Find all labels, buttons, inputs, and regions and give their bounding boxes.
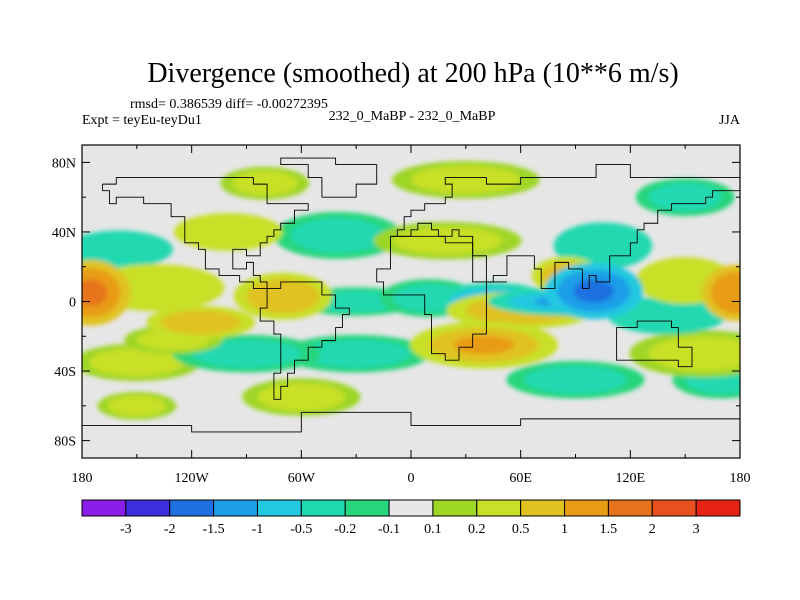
- colorbar-label: -1.5: [203, 522, 225, 537]
- y-tick-label: 80S: [54, 435, 76, 450]
- field-blob-core: [453, 335, 515, 355]
- colorbar-label: -2: [164, 522, 176, 537]
- colorbar-label: 1: [561, 522, 568, 537]
- field-blob-core: [573, 279, 614, 303]
- continent-outline: [280, 157, 378, 198]
- field-blob: [191, 339, 302, 368]
- colorbar-label: 2: [649, 522, 656, 537]
- x-tick-label: 120E: [616, 471, 646, 486]
- colorbar-label: -0.1: [378, 522, 400, 537]
- colorbar-label: 1.5: [600, 522, 618, 537]
- colorbar-swatch: [169, 499, 215, 517]
- colorbar-label: 0.1: [424, 522, 442, 537]
- colorbar-swatch: [520, 499, 566, 517]
- continent-outline: [102, 177, 309, 289]
- field-blob-core: [722, 281, 740, 305]
- continent-outline: [82, 411, 740, 433]
- y-tick-label: 0: [69, 296, 76, 311]
- case-label: 232_0_MaBP - 232_0_MaBP: [329, 109, 496, 124]
- colorbar-swatch: [256, 499, 302, 517]
- colorbar-swatch: [81, 499, 127, 517]
- field-blob: [107, 395, 167, 417]
- field-blob: [188, 218, 269, 246]
- colorbar-label: -0.2: [334, 522, 356, 537]
- continent-outlines: [82, 157, 740, 433]
- colorbar-label: 0.2: [468, 522, 486, 537]
- field-blob: [648, 336, 740, 372]
- field-features: [82, 160, 740, 420]
- field-blob: [160, 310, 242, 335]
- y-tick-label: 80N: [52, 156, 76, 171]
- colorbar-label: -3: [120, 522, 132, 537]
- field-blob: [82, 235, 159, 264]
- field-blob-core: [262, 286, 304, 306]
- continent-outline: [390, 164, 740, 289]
- chart-title: Divergence (smoothed) at 200 hPa (10**6 …: [147, 58, 678, 89]
- axes: 180 120W 60W 0 60E 120E 180 80N 40N 0 40S 80S: [52, 145, 751, 486]
- colorbar-swatch: [564, 499, 609, 517]
- experiment-label: Expt = teyEu-teyDu1: [82, 113, 202, 128]
- continent-outline: [616, 320, 693, 368]
- colorbar-label: -0.5: [290, 522, 312, 537]
- field-blob: [290, 218, 386, 253]
- y-tick-label: 40S: [54, 365, 76, 380]
- divergence-field: [82, 160, 740, 420]
- field-blob: [566, 228, 640, 264]
- field-blob: [392, 226, 503, 255]
- colorbar-swatch: [476, 499, 522, 517]
- season-label: JJA: [719, 113, 741, 128]
- colorbar-label: -1: [252, 522, 264, 537]
- colorbar-swatch: [213, 499, 258, 517]
- colorbar-label: 3: [693, 522, 700, 537]
- x-tick-label: 60E: [509, 471, 532, 486]
- field-blob: [308, 291, 404, 312]
- colorbar-swatch: [344, 499, 390, 517]
- colorbar-label: 0.5: [512, 522, 530, 537]
- x-tick-label: 180: [730, 471, 751, 486]
- field-blob: [231, 171, 298, 196]
- colorbar-swatch: [432, 499, 478, 517]
- x-tick-label: 120W: [175, 471, 210, 486]
- x-tick-label: 0: [408, 471, 415, 486]
- colorbar-swatch: [607, 499, 653, 517]
- field-blob: [257, 383, 346, 412]
- field-blob-core: [82, 279, 108, 307]
- field-blob: [524, 365, 627, 394]
- plot-area: [81, 144, 741, 459]
- y-tick-label: 40N: [52, 226, 76, 241]
- colorbar-swatch: [388, 499, 434, 517]
- field-blob: [89, 348, 185, 377]
- colorbar-swatch: [300, 499, 346, 517]
- continent-outline: [259, 281, 350, 400]
- colorbar-swatch: [695, 499, 741, 517]
- x-tick-label: 180: [72, 471, 93, 486]
- field-blob: [411, 165, 521, 194]
- field-blob: [623, 301, 711, 330]
- colorbar-swatch: [125, 499, 171, 517]
- stats-line: rmsd= 0.386539 diff= -0.00272395: [130, 97, 328, 112]
- field-blob: [301, 339, 411, 368]
- colorbar-swatch: [651, 499, 697, 517]
- x-tick-label: 60W: [288, 471, 316, 486]
- colorbar: -3 -2 -1.5 -1 -0.5 -0.2 -0.1 0.1 0.2 0.5 1 1.5 2 3: [81, 499, 741, 537]
